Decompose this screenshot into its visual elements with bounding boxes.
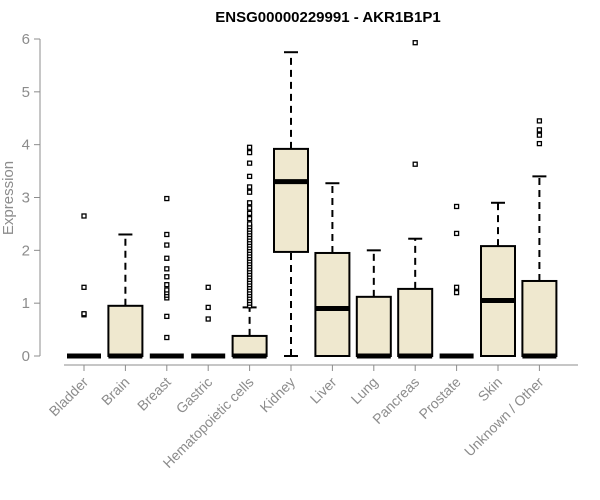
x-tick-label: Unknown / Other: [461, 374, 547, 460]
outlier-point: [246, 221, 253, 227]
outlier-point: [81, 284, 87, 290]
outlier-point: [81, 311, 87, 317]
outlier-point: [164, 274, 170, 280]
x-tick-label: Liver: [307, 374, 340, 407]
box-group: [231, 144, 268, 359]
box-iqr: [355, 295, 392, 357]
outlier-point: [246, 215, 253, 222]
outlier-point: [453, 284, 460, 290]
outlier-point: [453, 203, 460, 210]
outlier-point: [412, 40, 418, 46]
box-group: [107, 233, 144, 359]
outlier-point: [164, 282, 170, 288]
y-tick-label: 6: [22, 31, 30, 48]
outlier-point: [164, 195, 170, 202]
chart-title: ENSG00000229991 - AKR1B1P1: [215, 9, 440, 26]
outlier-point: [536, 140, 543, 147]
y-tick-label: 3: [22, 190, 30, 207]
outlier-point: [536, 118, 543, 124]
outlier-point: [205, 304, 211, 311]
outlier-point: [246, 189, 253, 195]
outlier-point: [246, 173, 253, 180]
box-iqr: [231, 334, 268, 358]
x-tick-label: Skin: [475, 374, 506, 405]
outlier-point: [205, 284, 211, 290]
box-group: [67, 213, 101, 359]
box-group: [480, 201, 516, 358]
x-tick-label: Lung: [348, 374, 381, 407]
outlier-point: [246, 184, 253, 190]
box-group: [314, 182, 351, 358]
box-group: [355, 249, 392, 359]
x-tick-label: Breast: [134, 374, 174, 414]
box-iqr: [521, 279, 558, 357]
outlier-point: [164, 334, 170, 341]
outlier-point: [81, 213, 87, 219]
outlier-point: [164, 313, 170, 320]
outlier-point: [246, 160, 253, 166]
outlier-point: [164, 266, 170, 272]
box-group: [273, 51, 309, 357]
outlier-point: [412, 161, 418, 167]
box-group: [439, 203, 474, 359]
box-group: [191, 284, 226, 359]
outlier-point: [164, 242, 170, 248]
box-iqr: [273, 147, 309, 253]
outlier-point: [164, 255, 170, 261]
y-tick-label: 1: [22, 295, 30, 312]
outlier-point: [164, 231, 170, 238]
x-tick-label: Kidney: [257, 374, 299, 416]
box-iqr: [314, 251, 351, 358]
outlier-point: [246, 149, 253, 156]
outlier-point: [246, 210, 253, 217]
boxes: [67, 40, 558, 359]
outlier-point: [246, 144, 253, 150]
box-group: [397, 40, 434, 359]
outlier-point: [453, 289, 460, 296]
outlier-point: [205, 316, 211, 322]
y-tick-label: 4: [22, 137, 30, 154]
outlier-point: [536, 132, 543, 138]
y-tick-label: 0: [22, 348, 30, 365]
y-tick-label: 2: [22, 242, 30, 259]
outlier-point: [453, 230, 460, 237]
y-tick-label: 5: [22, 84, 30, 101]
x-tick-label: Prostate: [416, 374, 464, 422]
outlier-point: [246, 200, 253, 206]
outlier-point: [536, 127, 543, 133]
box-iqr: [107, 304, 144, 357]
x-tick-label: Brain: [98, 374, 132, 408]
box-group: [149, 195, 184, 359]
box-group: [521, 118, 558, 359]
box-iqr: [397, 287, 434, 358]
outlier-point: [246, 205, 253, 211]
y-axis-label: Expression: [0, 161, 17, 235]
x-tick-label: Bladder: [46, 374, 92, 420]
outlier-point: [164, 287, 170, 293]
